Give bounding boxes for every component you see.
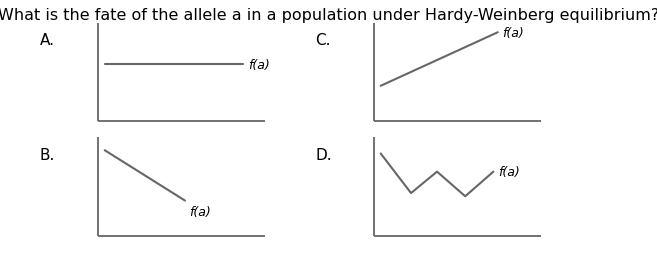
Text: f(a): f(a)	[189, 205, 211, 218]
Text: f(a): f(a)	[498, 166, 520, 178]
Text: f(a): f(a)	[248, 59, 269, 72]
Text: B.: B.	[39, 147, 55, 162]
Text: What is the fate of the allele a in a population under Hardy-Weinberg equilibriu: What is the fate of the allele a in a po…	[0, 8, 657, 23]
Text: A.: A.	[39, 33, 55, 48]
Text: C.: C.	[315, 33, 331, 48]
Text: f(a): f(a)	[502, 27, 524, 40]
Text: D.: D.	[315, 147, 332, 162]
